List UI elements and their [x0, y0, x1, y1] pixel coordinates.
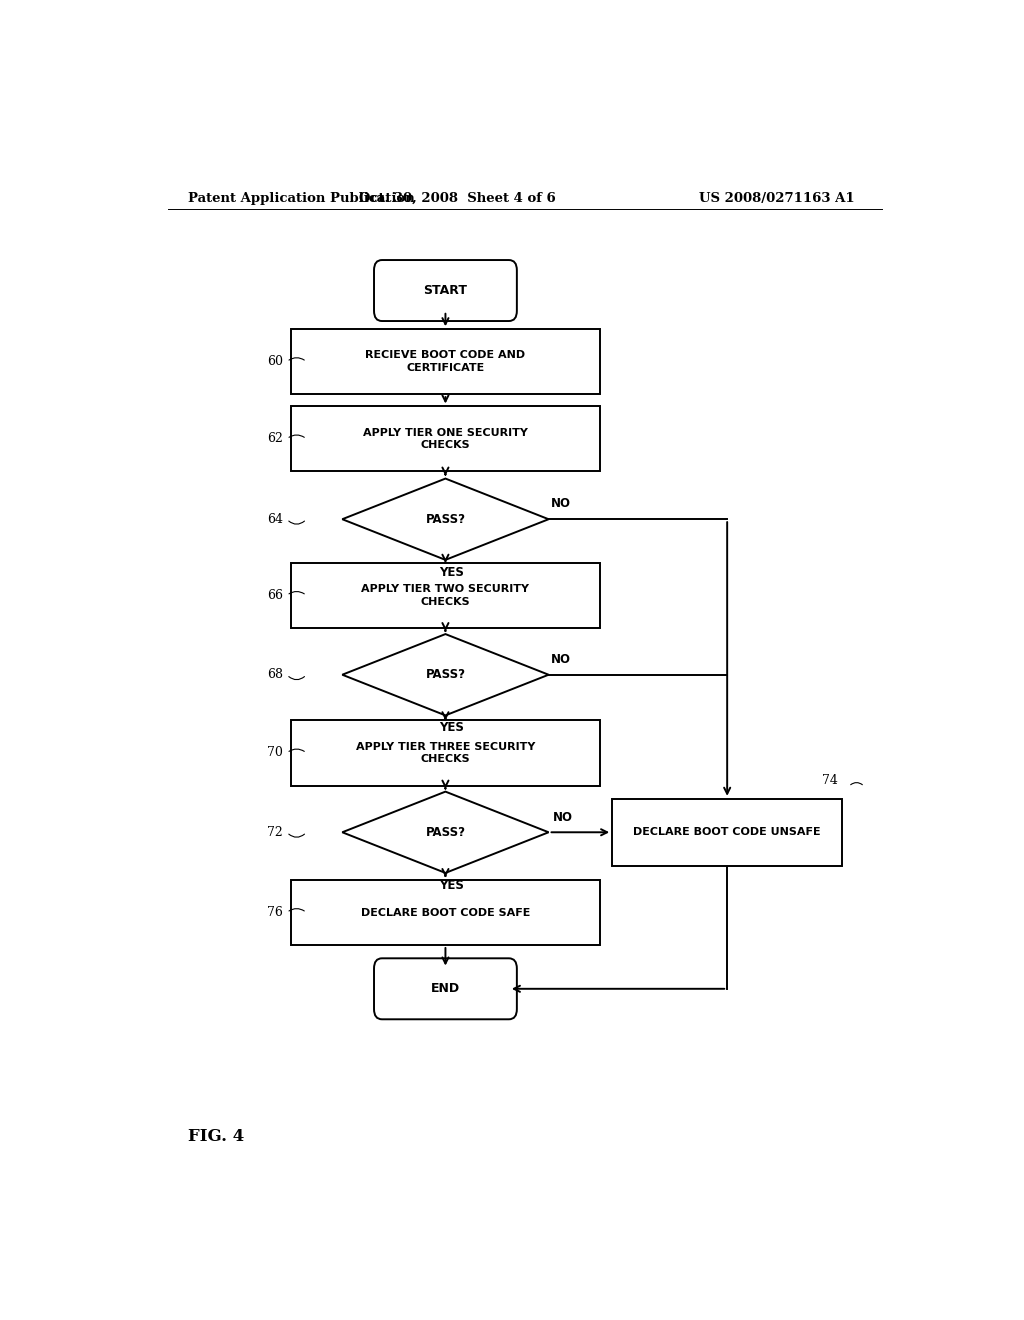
Text: 64: 64 — [266, 512, 283, 525]
Text: APPLY TIER ONE SECURITY
CHECKS: APPLY TIER ONE SECURITY CHECKS — [362, 428, 528, 450]
Text: 74: 74 — [822, 774, 839, 787]
Polygon shape — [342, 634, 549, 715]
Text: RECIEVE BOOT CODE AND
CERTIFICATE: RECIEVE BOOT CODE AND CERTIFICATE — [366, 351, 525, 372]
Bar — [612, 799, 842, 866]
Text: PASS?: PASS? — [425, 826, 466, 838]
Text: APPLY TIER TWO SECURITY
CHECKS: APPLY TIER TWO SECURITY CHECKS — [361, 585, 529, 607]
Text: YES: YES — [439, 879, 464, 891]
Bar — [291, 407, 600, 471]
FancyBboxPatch shape — [374, 260, 517, 321]
Text: NO: NO — [553, 810, 572, 824]
Text: FIG. 4: FIG. 4 — [187, 1127, 244, 1144]
Bar — [291, 562, 600, 628]
Text: PASS?: PASS? — [425, 512, 466, 525]
Text: 70: 70 — [267, 747, 283, 759]
Text: 72: 72 — [267, 826, 283, 838]
Text: START: START — [424, 284, 467, 297]
Text: 62: 62 — [267, 433, 283, 445]
Polygon shape — [342, 479, 549, 560]
Bar — [291, 721, 600, 785]
Text: Patent Application Publication: Patent Application Publication — [187, 191, 415, 205]
Text: 60: 60 — [266, 355, 283, 368]
Bar — [291, 880, 600, 945]
Text: APPLY TIER THREE SECURITY
CHECKS: APPLY TIER THREE SECURITY CHECKS — [355, 742, 536, 764]
Text: Oct. 30, 2008  Sheet 4 of 6: Oct. 30, 2008 Sheet 4 of 6 — [359, 191, 556, 205]
Text: US 2008/0271163 A1: US 2008/0271163 A1 — [699, 191, 855, 205]
Text: DECLARE BOOT CODE UNSAFE: DECLARE BOOT CODE UNSAFE — [634, 828, 821, 837]
Polygon shape — [342, 792, 549, 873]
Text: 68: 68 — [266, 668, 283, 681]
Text: DECLARE BOOT CODE SAFE: DECLARE BOOT CODE SAFE — [360, 908, 530, 917]
Text: PASS?: PASS? — [425, 668, 466, 681]
Text: 76: 76 — [267, 906, 283, 919]
Text: YES: YES — [439, 721, 464, 734]
Text: NO: NO — [551, 498, 570, 511]
Bar — [291, 329, 600, 395]
Text: YES: YES — [439, 565, 464, 578]
Text: 66: 66 — [266, 589, 283, 602]
FancyBboxPatch shape — [374, 958, 517, 1019]
Text: END: END — [431, 982, 460, 995]
Text: NO: NO — [551, 653, 570, 667]
